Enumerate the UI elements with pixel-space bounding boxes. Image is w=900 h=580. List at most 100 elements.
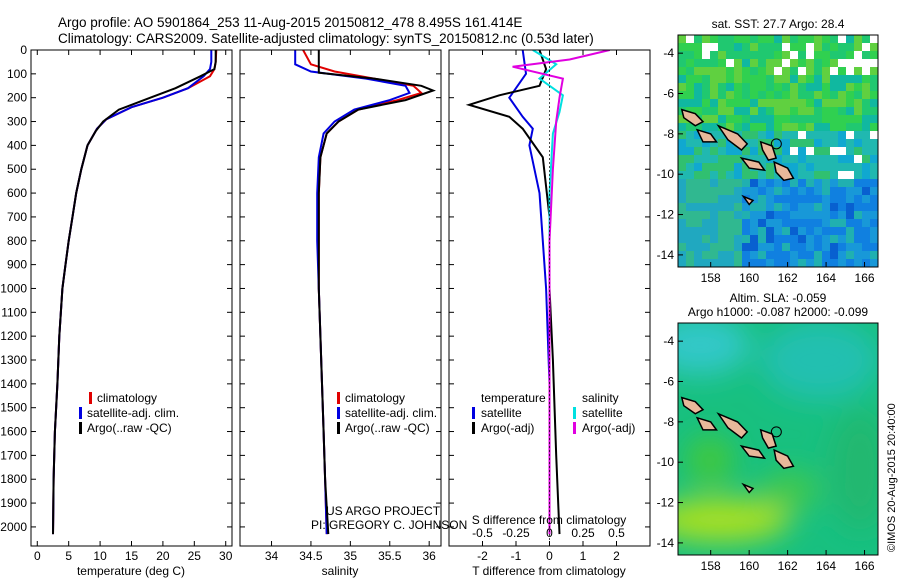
sst-cell xyxy=(734,147,742,155)
sst-cell xyxy=(798,43,806,51)
sst-cell xyxy=(774,195,782,203)
sst-cell xyxy=(710,67,718,75)
sst-cell xyxy=(686,171,694,179)
sst-cell xyxy=(710,163,718,171)
sst-cell xyxy=(766,139,774,147)
sst-cell xyxy=(782,35,790,43)
sst-cell xyxy=(774,219,782,227)
sst-cell xyxy=(822,99,830,107)
sst-cell xyxy=(822,139,830,147)
sst-cell xyxy=(766,99,774,107)
sst-cell xyxy=(782,235,790,243)
sst-cell xyxy=(814,43,822,51)
sst-cell xyxy=(838,195,846,203)
sst-cell xyxy=(830,51,838,59)
sst-cell xyxy=(766,67,774,75)
sst-cell xyxy=(694,147,702,155)
sst-cell xyxy=(678,123,686,131)
sst-cell xyxy=(742,43,750,51)
temperature-panel: 0 5 10 15 20 25 30 temperature (deg C) climato… xyxy=(30,49,233,578)
sst-cell xyxy=(678,235,686,243)
sst-cell xyxy=(798,187,806,195)
depth-tick-label: 1600 xyxy=(0,425,27,439)
sst-cell xyxy=(830,115,838,123)
sst-cell xyxy=(838,139,846,147)
salinity-series-2 xyxy=(317,50,436,535)
sst-cell xyxy=(838,187,846,195)
sst-cell xyxy=(742,235,750,243)
sst-cell xyxy=(798,75,806,83)
sst-cell xyxy=(854,155,862,163)
sst-cell xyxy=(694,123,702,131)
sst-cell xyxy=(814,235,822,243)
sst-cell xyxy=(854,195,862,203)
sst-cell xyxy=(870,227,878,235)
sst-cell xyxy=(798,59,806,67)
sst-cell xyxy=(694,243,702,251)
sst-cell xyxy=(710,43,718,51)
map-ytick-label: -4 xyxy=(663,334,674,348)
sst-cell xyxy=(846,35,854,43)
sst-cell xyxy=(862,179,870,187)
sst-map-title: sat. SST: 27.7 Argo: 28.4 xyxy=(712,17,845,31)
sst-cell xyxy=(694,171,702,179)
sst-cell xyxy=(774,187,782,195)
sst-cell xyxy=(686,123,694,131)
sst-cell xyxy=(774,35,782,43)
sst-cell xyxy=(806,99,814,107)
sst-cell xyxy=(710,147,718,155)
sst-cell xyxy=(806,115,814,123)
sst-cell xyxy=(814,171,822,179)
sst-cell xyxy=(734,211,742,219)
sst-cell xyxy=(734,259,742,267)
sla-map: Altim. SLA: -0.059 Argo h1000: -0.087 h2… xyxy=(657,291,879,573)
sst-cell xyxy=(790,123,798,131)
sst-cell xyxy=(870,235,878,243)
sst-cell xyxy=(726,139,734,147)
sst-cell xyxy=(694,91,702,99)
island xyxy=(695,128,718,143)
depth-tick-label: 700 xyxy=(7,210,27,224)
sst-cell xyxy=(678,171,686,179)
sst-cell xyxy=(798,107,806,115)
sst-cell xyxy=(870,99,878,107)
sst-cell xyxy=(710,155,718,163)
sst-cell xyxy=(798,123,806,131)
sst-cell xyxy=(822,67,830,75)
sst-cell xyxy=(838,43,846,51)
sst-cell xyxy=(750,35,758,43)
sst-cell xyxy=(862,187,870,195)
sst-cell xyxy=(726,123,734,131)
sst-cell xyxy=(806,163,814,171)
sst-cell xyxy=(750,107,758,115)
sst-cell xyxy=(838,227,846,235)
sst-cell xyxy=(806,195,814,203)
sst-cell xyxy=(734,75,742,83)
sst-cell xyxy=(798,67,806,75)
sst-cell xyxy=(686,219,694,227)
sst-cell xyxy=(774,179,782,187)
sst-cell xyxy=(774,99,782,107)
sst-cell xyxy=(718,195,726,203)
sst-cell xyxy=(694,155,702,163)
sst-cell xyxy=(734,35,742,43)
sst-cell xyxy=(758,147,766,155)
sst-cell xyxy=(838,75,846,83)
sst-cell xyxy=(862,131,870,139)
sst-cell xyxy=(702,235,710,243)
sst-cell xyxy=(838,83,846,91)
map-ytick-label: -6 xyxy=(663,375,674,389)
sst-cell xyxy=(742,259,750,267)
sst-cell xyxy=(726,51,734,59)
sst-cell xyxy=(750,179,758,187)
sst-cell xyxy=(862,163,870,171)
sst-cell xyxy=(742,51,750,59)
sst-cell xyxy=(726,67,734,75)
depth-tick-label: 1900 xyxy=(0,496,27,510)
sst-cell xyxy=(710,131,718,139)
sst-cell xyxy=(806,219,814,227)
sst-cell xyxy=(758,59,766,67)
sst-cell xyxy=(686,211,694,219)
sst-cell xyxy=(678,259,686,267)
temperature-xtick-label: 25 xyxy=(188,549,202,563)
